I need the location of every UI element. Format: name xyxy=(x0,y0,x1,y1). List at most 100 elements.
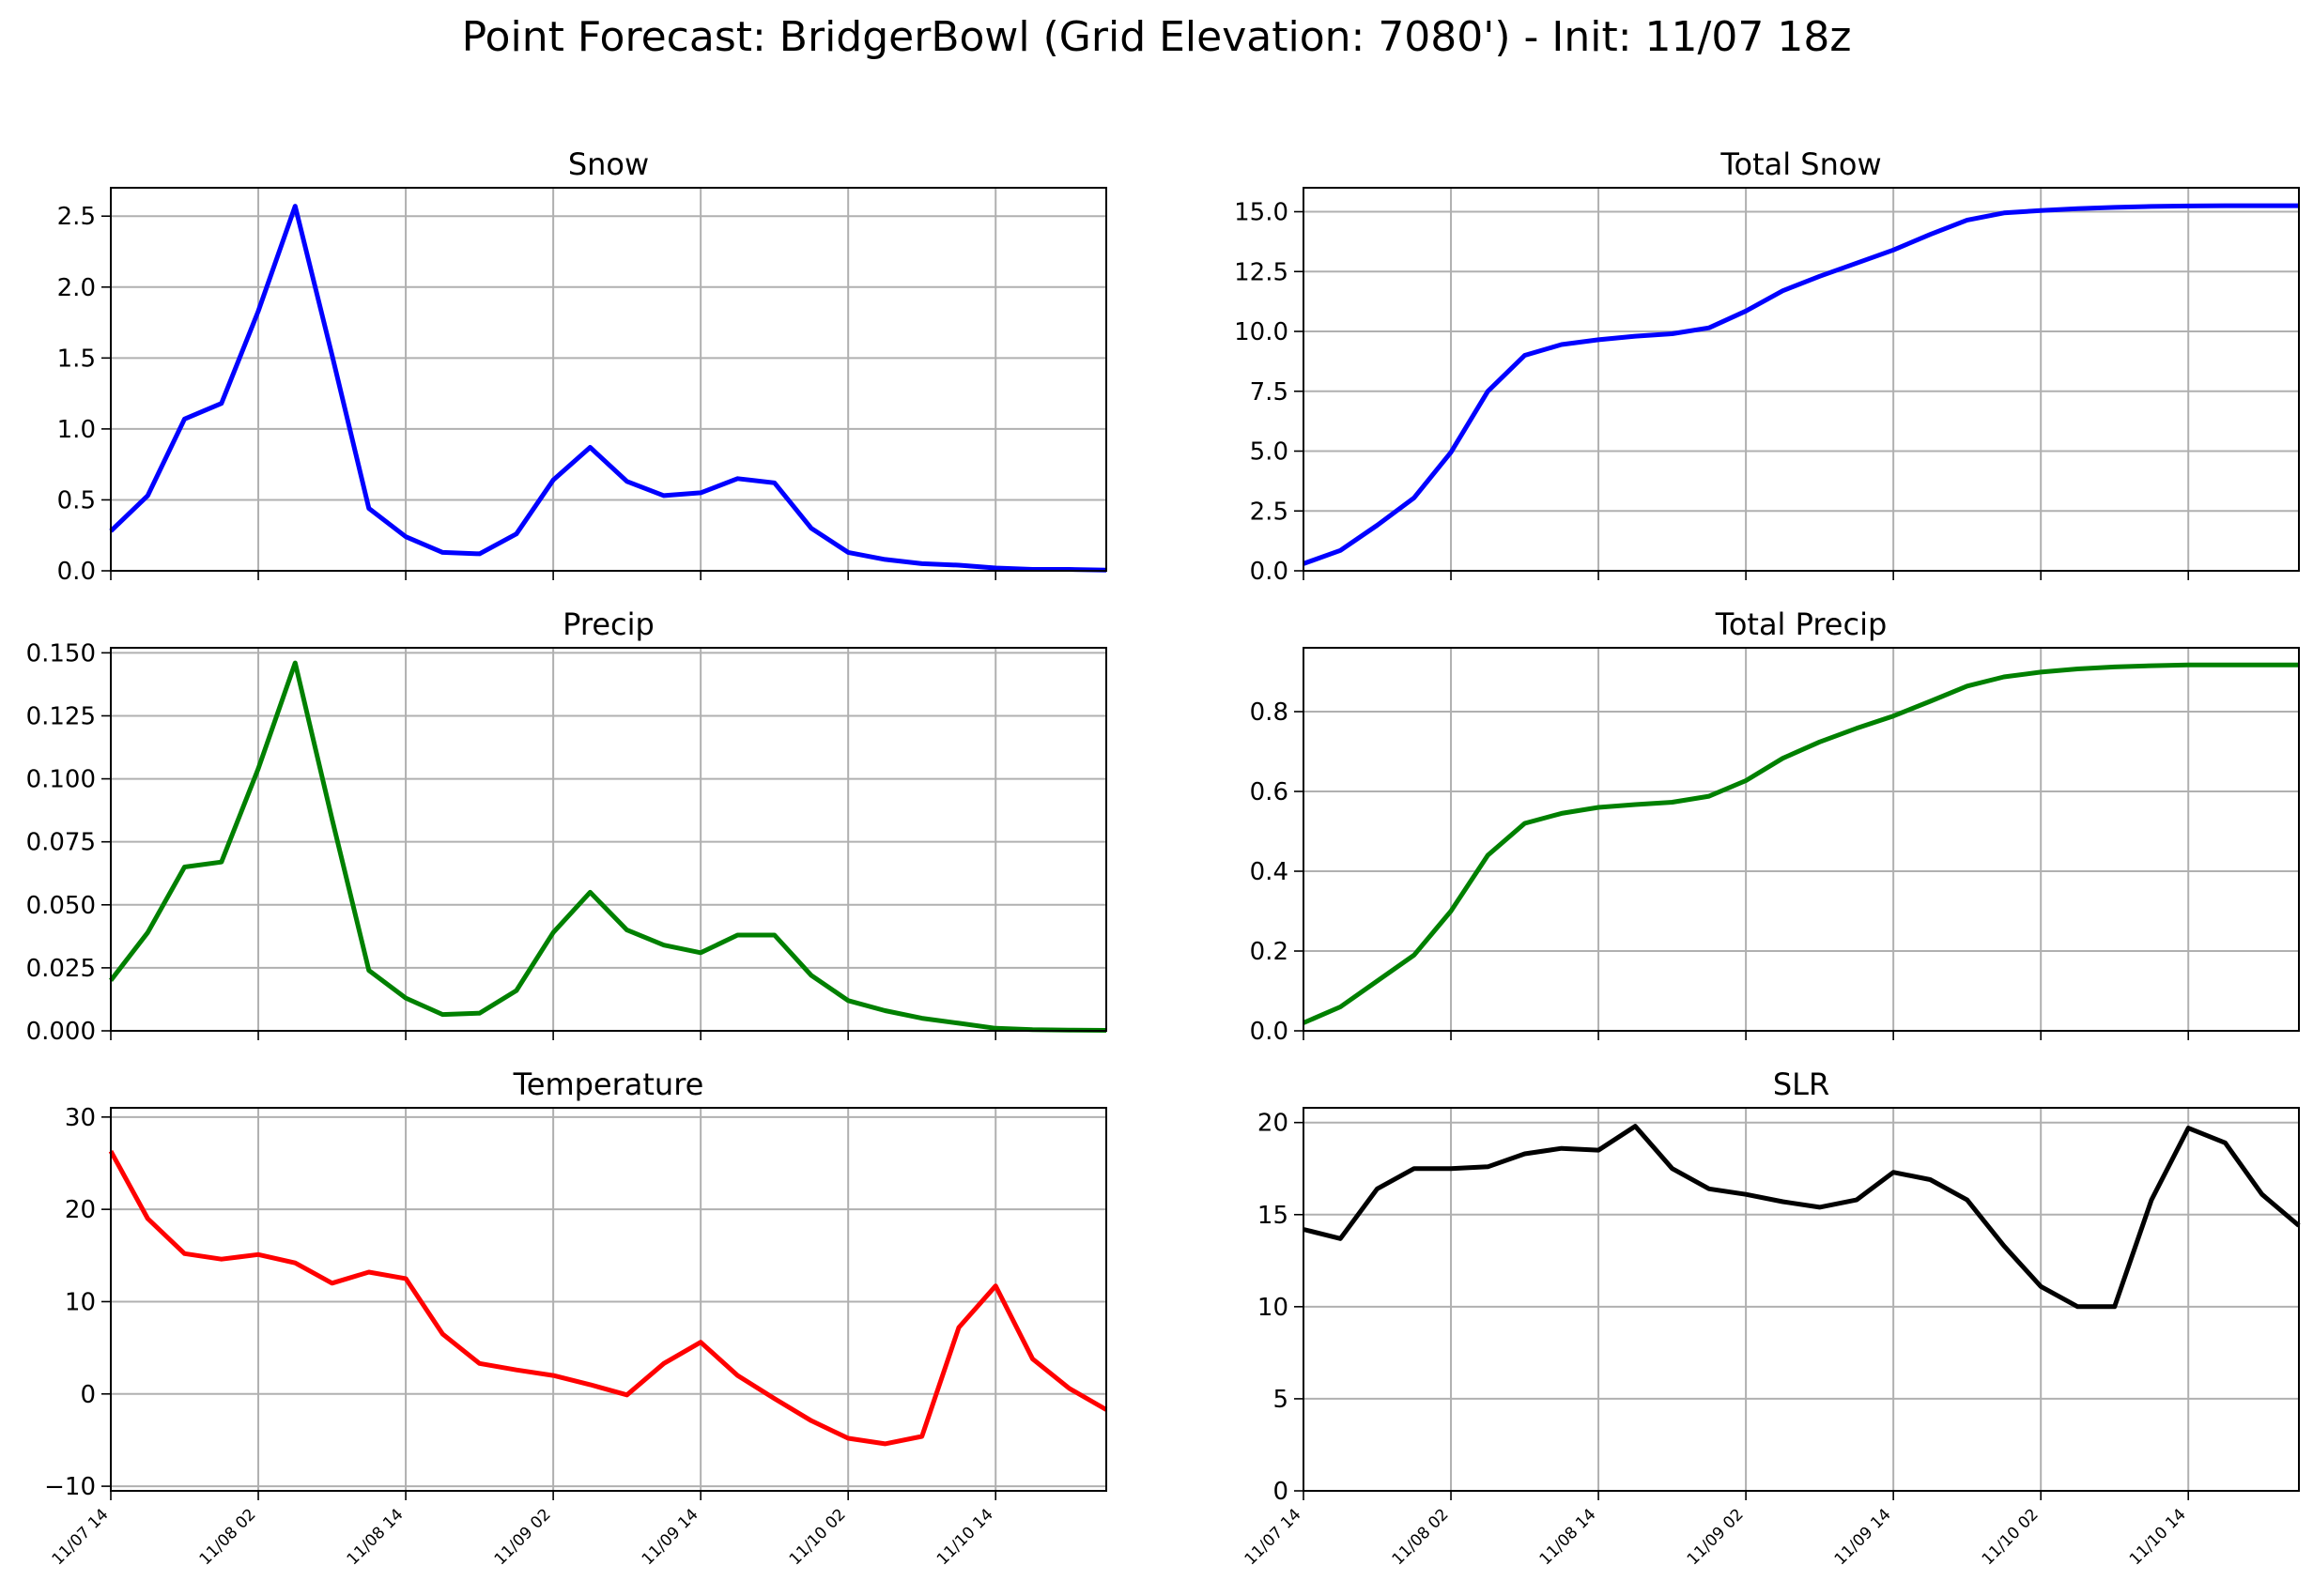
data-point xyxy=(1854,261,1858,266)
data-point xyxy=(182,865,187,869)
data-point xyxy=(1781,756,1785,760)
subplot-total-precip: Total Precip 0.0 0.2 0.4 0.6 0.8 xyxy=(1250,606,2300,1046)
data-point xyxy=(514,531,518,536)
data-point xyxy=(1067,1386,1072,1390)
data-point xyxy=(293,1261,298,1266)
data-point xyxy=(883,557,887,561)
data-point xyxy=(809,973,813,977)
x-tick-label: 11/09 14 xyxy=(639,1505,702,1569)
data-point xyxy=(1486,389,1490,393)
data-point xyxy=(1817,740,1822,744)
data-point xyxy=(994,1283,998,1288)
data-point xyxy=(956,1325,961,1329)
x-tick-label: 11/08 02 xyxy=(196,1505,260,1569)
data-point xyxy=(1375,978,1380,983)
data-point xyxy=(1375,1187,1380,1191)
data-point xyxy=(330,1281,334,1285)
data-point xyxy=(1965,218,1969,223)
data-point xyxy=(1449,1166,1454,1171)
data-point xyxy=(809,1419,813,1423)
data-point xyxy=(1449,450,1454,454)
data-point xyxy=(146,493,150,498)
data-point xyxy=(477,1011,482,1016)
data-point xyxy=(699,1340,703,1344)
data-point xyxy=(1559,1146,1564,1151)
data-point xyxy=(809,526,813,530)
data-point xyxy=(2112,205,2117,209)
data-point xyxy=(2149,204,2153,208)
data-point xyxy=(514,989,518,993)
data-point xyxy=(2001,1244,2006,1249)
data-point xyxy=(256,1252,261,1257)
y-tick-label: 0.150 xyxy=(26,639,96,668)
data-point xyxy=(293,204,298,208)
series-line xyxy=(109,660,1107,1033)
y-tick-label: 1.5 xyxy=(57,345,96,373)
data-point xyxy=(1596,1148,1601,1153)
y-tick-label: 0 xyxy=(80,1381,96,1409)
y-tick-label: 12.5 xyxy=(1234,258,1288,286)
data-point xyxy=(293,661,298,666)
data-point xyxy=(366,506,371,511)
data-point xyxy=(661,493,666,498)
data-point xyxy=(1338,548,1343,553)
data-point xyxy=(1633,334,1638,339)
data-point xyxy=(699,950,703,955)
y-tick-label: 0.125 xyxy=(26,702,96,730)
y-tick-label: 5 xyxy=(1272,1386,1288,1414)
data-point xyxy=(366,1269,371,1274)
data-point xyxy=(182,417,187,422)
data-point xyxy=(2259,1192,2264,1197)
data-point xyxy=(2149,664,2153,668)
data-point xyxy=(1670,800,1674,805)
y-tick-label: 20 xyxy=(65,1196,96,1224)
data-point xyxy=(735,933,740,938)
data-point xyxy=(551,930,556,935)
x-tick-label: 11/10 14 xyxy=(933,1505,997,1569)
data-point xyxy=(735,476,740,481)
axes-frame xyxy=(110,187,1107,572)
y-tick-label: 5.0 xyxy=(1250,438,1288,467)
data-point xyxy=(1633,1124,1638,1128)
data-point xyxy=(477,1361,482,1366)
series-line xyxy=(1303,662,2299,1025)
data-point xyxy=(2223,204,2228,208)
data-point xyxy=(2259,204,2264,208)
subplot-title: Total Snow xyxy=(1719,146,1881,182)
data-point xyxy=(772,1396,777,1401)
data-point xyxy=(1633,803,1638,807)
data-point xyxy=(956,562,961,567)
y-tick-label: 15.0 xyxy=(1234,199,1288,227)
data-point xyxy=(2186,204,2191,208)
data-point xyxy=(1854,726,1858,730)
data-point xyxy=(1781,288,1785,293)
y-tick-label: 0.000 xyxy=(26,1018,96,1046)
data-point xyxy=(2186,663,2191,668)
data-point xyxy=(1338,1005,1343,1009)
data-point xyxy=(219,1257,224,1262)
data-point xyxy=(404,1276,409,1281)
x-tick-label: 11/07 14 xyxy=(49,1505,113,1569)
data-point xyxy=(956,1021,961,1025)
data-point xyxy=(661,1361,666,1366)
data-point xyxy=(330,353,334,358)
data-point xyxy=(883,1008,887,1013)
y-tick-label: 0.6 xyxy=(1250,778,1288,806)
data-point xyxy=(1854,1198,1858,1203)
data-point xyxy=(1030,1357,1035,1361)
axes-frame xyxy=(110,647,1107,1032)
data-point xyxy=(772,481,777,485)
data-point xyxy=(1596,806,1601,810)
data-point xyxy=(2039,669,2043,674)
y-tick-label: 0.050 xyxy=(26,892,96,920)
data-point xyxy=(588,1382,593,1387)
data-point xyxy=(699,490,703,495)
y-tick-label: 10 xyxy=(1257,1294,1288,1322)
data-point xyxy=(1817,1205,1822,1209)
data-point xyxy=(994,565,998,570)
data-point xyxy=(1891,248,1896,253)
data-point xyxy=(551,1373,556,1378)
subplot-title: SLR xyxy=(1773,1067,1829,1102)
y-tick-label: 0 xyxy=(1272,1478,1288,1506)
x-tick-label: 11/08 14 xyxy=(1536,1505,1600,1569)
